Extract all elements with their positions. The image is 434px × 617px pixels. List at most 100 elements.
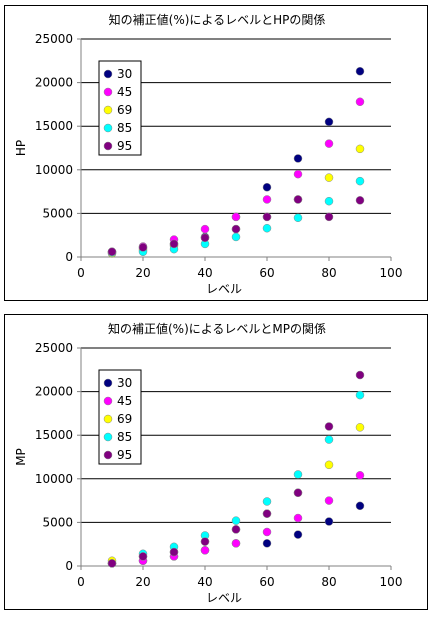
legend-marker-85 bbox=[103, 432, 113, 442]
y-tick-label: 20000 bbox=[35, 76, 73, 90]
data-point-95 bbox=[231, 224, 241, 234]
x-tick-label: 60 bbox=[259, 266, 274, 280]
data-point-85 bbox=[324, 435, 334, 444]
data-point-30 bbox=[293, 154, 303, 163]
x-tick-label: 60 bbox=[259, 575, 274, 589]
data-point-30 bbox=[324, 117, 334, 127]
data-point-45 bbox=[262, 527, 272, 537]
data-point-45 bbox=[200, 546, 210, 555]
data-point-30 bbox=[324, 517, 334, 526]
data-point-85 bbox=[324, 196, 334, 206]
x-tick-label: 40 bbox=[197, 266, 212, 280]
data-point-95 bbox=[262, 212, 272, 222]
data-point-95 bbox=[107, 247, 117, 257]
data-point-95 bbox=[200, 233, 210, 243]
data-point-95 bbox=[293, 195, 303, 204]
data-point-45 bbox=[355, 471, 365, 480]
y-tick-label: 0 bbox=[65, 250, 73, 264]
legend-marker-30 bbox=[103, 378, 113, 388]
y-tick-label: 10000 bbox=[35, 472, 73, 486]
mp-chart-panel: 知の補正値(%)によるレベルとMPの関係 0 5000 10000 15000 20000… bbox=[4, 314, 428, 610]
x-tick-label: 80 bbox=[321, 575, 336, 589]
data-point-95 bbox=[138, 552, 148, 561]
data-point-69 bbox=[324, 460, 334, 470]
y-tick-label: 20000 bbox=[35, 385, 73, 399]
data-point-30 bbox=[355, 501, 365, 511]
chart-title: 知の補正値(%)によるレベルとHPの関係 bbox=[109, 12, 326, 27]
legend-marker-69 bbox=[103, 105, 113, 115]
y-axis-label: HP bbox=[14, 140, 28, 156]
data-point-45 bbox=[293, 513, 303, 523]
data-point-95 bbox=[138, 243, 148, 252]
y-tick-label: 15000 bbox=[35, 428, 73, 442]
data-point-45 bbox=[231, 539, 241, 548]
data-point-30 bbox=[355, 67, 365, 76]
data-point-45 bbox=[355, 97, 365, 107]
data-point-95 bbox=[231, 525, 241, 534]
x-tick-label: 20 bbox=[135, 266, 150, 280]
data-point-85 bbox=[262, 497, 272, 506]
legend-marker-30 bbox=[103, 69, 113, 79]
y-tick-label: 10000 bbox=[35, 163, 73, 177]
legend-marker-69 bbox=[103, 414, 113, 424]
data-point-95 bbox=[355, 370, 365, 380]
y-tick-label: 5000 bbox=[42, 515, 73, 529]
data-point-30 bbox=[293, 530, 303, 539]
data-point-69 bbox=[355, 423, 365, 432]
x-tick-label: 80 bbox=[321, 266, 336, 280]
legend-label-45: 45 bbox=[117, 394, 132, 408]
data-point-45 bbox=[324, 139, 334, 148]
data-point-95 bbox=[324, 212, 334, 222]
data-point-85 bbox=[231, 516, 241, 525]
data-point-85 bbox=[355, 390, 365, 400]
x-tick-label: 40 bbox=[197, 575, 212, 589]
legend: 30 45 69 85 95 bbox=[98, 369, 142, 465]
data-point-45 bbox=[231, 212, 241, 222]
data-point-85 bbox=[293, 470, 303, 479]
hp-chart-panel: 知の補正値(%)によるレベルとHPの関係 0 5000 10000 15000 20000… bbox=[4, 5, 428, 301]
legend-label-69: 69 bbox=[117, 412, 132, 426]
data-point-95 bbox=[200, 537, 210, 546]
legend: 30 45 69 85 95 bbox=[98, 60, 142, 156]
x-tick-label: 20 bbox=[135, 575, 150, 589]
data-point-95 bbox=[107, 559, 117, 568]
y-tick-label: 0 bbox=[65, 559, 73, 573]
legend-label-69: 69 bbox=[117, 103, 132, 117]
data-point-45 bbox=[262, 195, 272, 204]
x-axis-label: レベル bbox=[206, 591, 242, 605]
data-point-95 bbox=[262, 509, 272, 518]
x-tick-label: 100 bbox=[380, 575, 403, 589]
legend-marker-45 bbox=[103, 87, 113, 97]
data-point-85 bbox=[355, 176, 365, 186]
x-tick-label: 0 bbox=[77, 266, 85, 280]
data-point-69 bbox=[324, 173, 334, 182]
legend-label-95: 95 bbox=[117, 139, 132, 153]
data-point-85 bbox=[231, 232, 241, 242]
data-point-95 bbox=[293, 488, 303, 498]
data-point-45 bbox=[293, 169, 303, 179]
x-tick-label: 0 bbox=[77, 575, 85, 589]
x-axis-label: レベル bbox=[206, 282, 242, 296]
mp-scatter-chart: 知の補正値(%)によるレベルとMPの関係 0 5000 10000 15000 20000… bbox=[14, 321, 403, 605]
legend-marker-45 bbox=[103, 396, 113, 406]
y-tick-label: 5000 bbox=[42, 206, 73, 220]
data-point-45 bbox=[200, 224, 210, 234]
data-point-95 bbox=[355, 196, 365, 205]
data-point-30 bbox=[262, 182, 272, 192]
data-point-95 bbox=[169, 239, 179, 249]
legend-marker-95 bbox=[103, 141, 113, 151]
legend-label-85: 85 bbox=[117, 430, 132, 444]
data-point-85 bbox=[293, 213, 303, 223]
y-axis-label: MP bbox=[14, 448, 28, 466]
data-point-95 bbox=[324, 422, 334, 431]
y-tick-label: 25000 bbox=[35, 341, 73, 355]
data-point-69 bbox=[355, 144, 365, 154]
data-point-95 bbox=[169, 547, 179, 557]
legend-label-30: 30 bbox=[117, 67, 132, 81]
y-tick-label: 25000 bbox=[35, 32, 73, 46]
data-point-45 bbox=[324, 496, 334, 505]
legend-label-45: 45 bbox=[117, 85, 132, 99]
legend-label-30: 30 bbox=[117, 376, 132, 390]
data-point-85 bbox=[262, 223, 272, 233]
legend-marker-85 bbox=[103, 123, 113, 133]
